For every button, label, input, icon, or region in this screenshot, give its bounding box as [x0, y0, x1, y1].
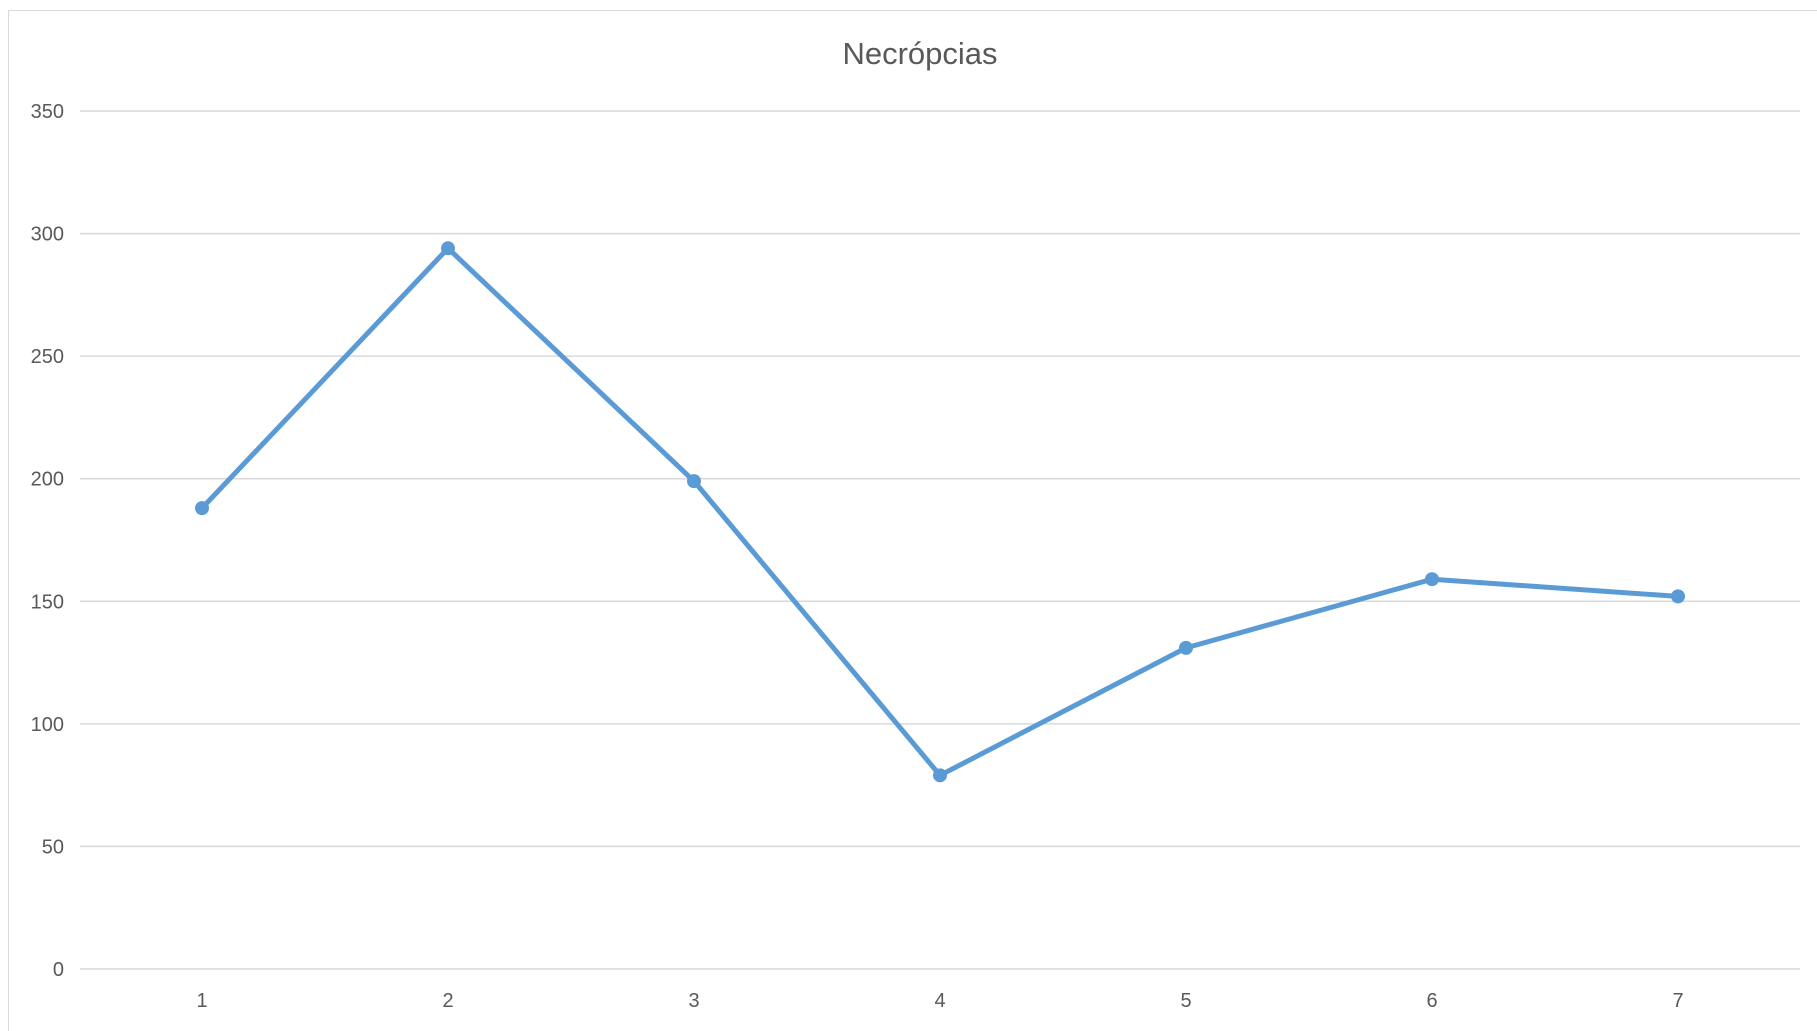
x-tick-label: 2	[442, 990, 453, 1012]
y-tick-label: 200	[31, 469, 64, 491]
data-point	[195, 501, 209, 516]
y-tick-label: 150	[31, 591, 64, 613]
x-axis-tick-labels: 1 2 3 4 5 6 7	[196, 990, 1683, 1012]
series-line	[199, 245, 1681, 778]
y-axis-tick-labels: 0 50 100 150 200 250 300 350	[31, 101, 64, 981]
y-tick-label: 250	[31, 346, 64, 368]
x-tick-label: 4	[934, 990, 945, 1012]
x-tick-label: 5	[1180, 990, 1191, 1012]
data-point	[687, 474, 701, 489]
chart-title: Necrópcias	[842, 36, 997, 71]
x-tick-label: 6	[1426, 990, 1437, 1012]
x-tick-label: 3	[688, 990, 699, 1012]
data-point	[441, 241, 455, 256]
x-tick-label: 7	[1672, 990, 1683, 1012]
chart-frame	[8, 10, 1817, 1031]
data-point	[1671, 589, 1685, 604]
y-tick-label: 0	[53, 959, 64, 981]
y-tick-label: 100	[31, 714, 64, 736]
y-tick-label: 300	[31, 224, 64, 246]
data-point	[1425, 572, 1439, 587]
y-tick-label: 350	[31, 101, 64, 123]
gridlines	[80, 110, 1800, 970]
series-layer	[195, 241, 1685, 783]
data-point	[1179, 640, 1193, 655]
x-tick-label: 1	[196, 990, 207, 1012]
y-tick-label: 50	[42, 836, 64, 858]
data-point	[933, 768, 947, 783]
